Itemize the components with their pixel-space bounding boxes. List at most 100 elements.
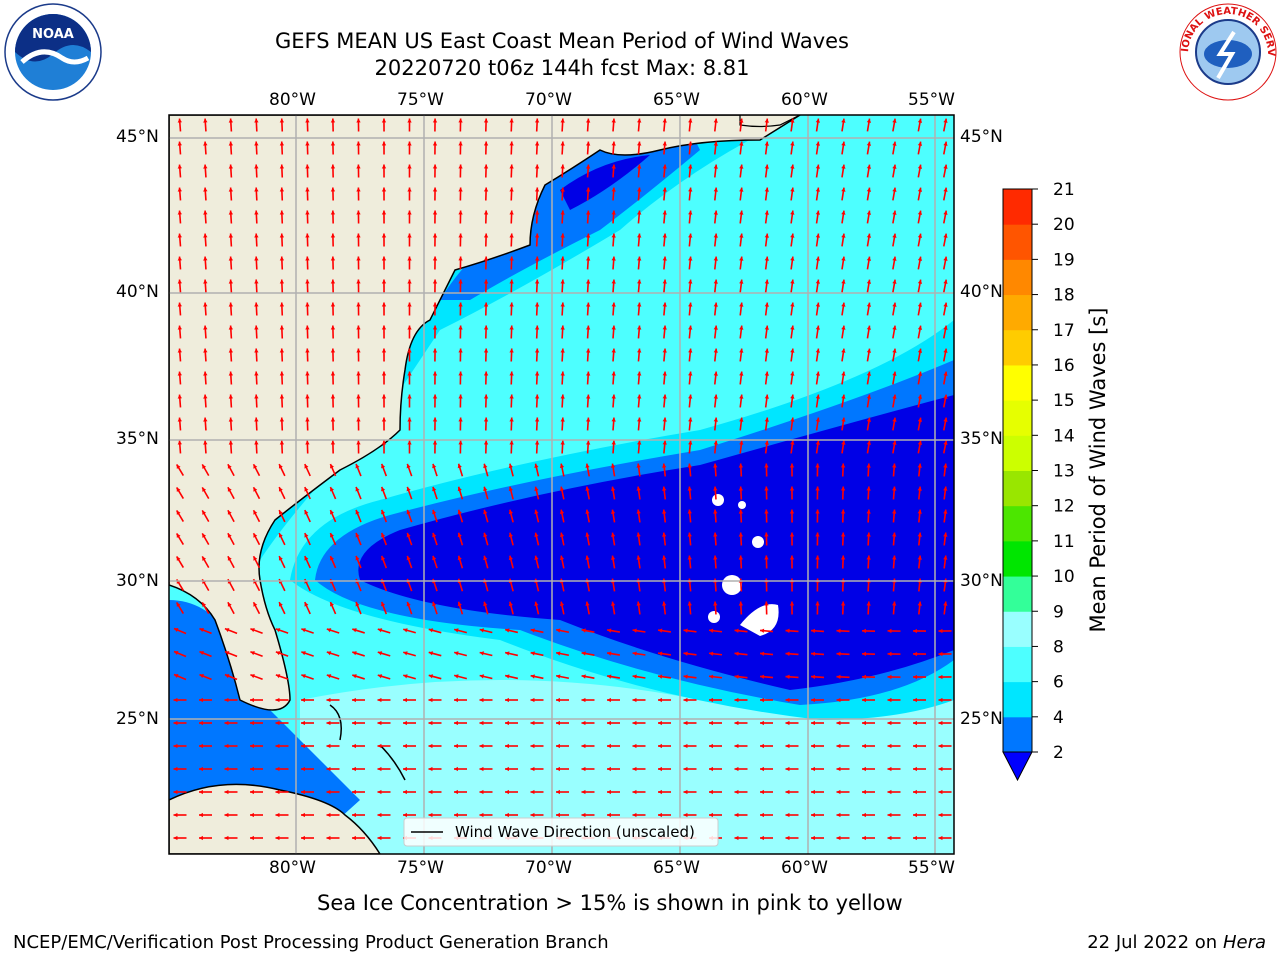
wave-direction-arrowhead	[815, 187, 821, 192]
wave-direction-arrowhead	[177, 279, 182, 284]
wave-direction-arrowhead	[173, 697, 178, 703]
legend-label: Wind Wave Direction (unscaled)	[455, 823, 695, 841]
wave-direction-arrowhead	[734, 628, 739, 633]
wave-direction-arrowhead	[866, 555, 871, 560]
wave-direction-arrowhead	[305, 302, 310, 307]
wave-direction-arrowhead	[815, 394, 821, 399]
wave-direction-arrowhead	[330, 533, 334, 538]
wave-direction-arrowhead	[866, 325, 872, 330]
wave-direction-arrowhead	[585, 463, 590, 468]
wave-direction-arrowhead	[301, 812, 305, 818]
wave-direction-arrowhead	[586, 187, 591, 192]
lat-label-right: 25°N	[960, 709, 1003, 729]
wave-direction-arrowhead	[381, 486, 386, 492]
wave-direction-arrowhead	[556, 651, 561, 656]
wave-direction-arrowhead	[611, 118, 616, 123]
wave-direction-arrowhead	[534, 486, 539, 492]
wave-direction-arrowhead	[330, 187, 336, 192]
wave-direction-arrowhead	[228, 256, 234, 261]
wave-direction-arrowhead	[432, 210, 438, 215]
wave-direction-arrowhead	[764, 348, 769, 353]
wave-direction-arrowhead	[202, 510, 207, 515]
wave-direction-arrowhead	[377, 789, 382, 795]
wave-direction-arrowhead	[662, 463, 667, 468]
wave-direction-arrowhead	[203, 141, 208, 146]
wave-direction-arrowhead	[887, 743, 892, 749]
wave-direction-arrowhead	[760, 743, 764, 749]
wave-direction-arrowhead	[887, 651, 892, 657]
wave-direction-arrowhead	[662, 118, 667, 123]
wave-direction-arrowhead	[203, 440, 208, 445]
wave-direction-arrowhead	[224, 835, 229, 841]
wave-direction-arrowhead	[560, 118, 565, 123]
wave-direction-arrowhead	[407, 302, 412, 307]
wave-direction-arrowhead	[432, 141, 438, 146]
wave-direction-arrowhead	[483, 371, 489, 376]
map-frame	[168, 114, 955, 855]
wave-direction-arrowhead	[938, 651, 943, 657]
wave-direction-arrowhead	[228, 302, 234, 307]
wave-direction-arrowhead	[688, 302, 693, 307]
wave-direction-arrowhead	[943, 325, 948, 330]
wave-direction-arrowhead	[815, 233, 821, 238]
wave-direction-arrowhead	[176, 602, 181, 607]
wave-direction-arrowhead	[458, 187, 463, 192]
wave-direction-arrowhead	[687, 463, 692, 468]
wave-direction-arrowhead	[739, 417, 744, 422]
wave-direction-arrowhead	[428, 743, 433, 749]
wave-direction-arrowhead	[227, 510, 232, 515]
wave-direction-arrowhead	[862, 789, 866, 795]
wave-direction-arrowhead	[611, 233, 616, 238]
wave-direction-arrowhead	[662, 233, 667, 238]
wave-direction-arrowhead	[199, 674, 204, 679]
wave-direction-arrowhead	[581, 720, 586, 726]
wave-direction-arrowhead	[943, 486, 948, 491]
wave-direction-arrowhead	[917, 187, 923, 192]
wave-direction-arrowhead	[458, 440, 463, 445]
wave-direction-arrowhead	[581, 697, 586, 703]
wave-direction-arrowhead	[407, 187, 412, 192]
wave-direction-arrowhead	[454, 628, 459, 633]
wave-direction-arrowhead	[509, 164, 514, 169]
wave-direction-arrowhead	[917, 279, 923, 284]
wave-direction-arrowhead	[658, 720, 662, 726]
wave-direction-arrowhead	[760, 835, 764, 841]
wave-direction-arrowhead	[457, 532, 462, 538]
wave-direction-arrowhead	[632, 743, 637, 749]
wave-direction-arrowhead	[713, 601, 718, 606]
wave-band-2-4-gulf-of-maine	[440, 130, 700, 300]
wave-direction-arrowhead	[764, 486, 769, 491]
wave-direction-arrowhead	[457, 601, 462, 607]
wave-direction-arrowhead	[279, 256, 285, 261]
wave-direction-arrowhead	[177, 371, 182, 376]
wave-direction-arrowhead	[559, 486, 565, 491]
wave-direction-arrowhead	[224, 812, 229, 818]
wave-direction-arrowhead	[917, 371, 923, 376]
wave-direction-arrowhead	[254, 233, 259, 238]
wave-direction-arrowhead	[688, 256, 693, 261]
wave-direction-arrowhead	[892, 532, 897, 537]
wave-direction-arrowhead	[428, 720, 433, 726]
wave-direction-arrowhead	[764, 532, 769, 537]
wave-direction-arrowhead	[381, 417, 387, 422]
wave-direction-arrowhead	[560, 348, 565, 353]
wave-direction-arrowhead	[279, 141, 285, 146]
wave-direction-arrowhead	[483, 141, 489, 146]
wave-direction-arrowhead	[432, 279, 438, 284]
wave-direction-arrowhead	[530, 674, 535, 679]
wave-direction-arrowhead	[688, 164, 693, 169]
wave-direction-arrowhead	[662, 164, 667, 169]
colorbar-tick-label: 16	[1053, 356, 1075, 376]
wave-direction-arrowhead	[607, 766, 611, 772]
wave-direction-arrowhead	[611, 348, 616, 353]
wave-direction-arrowhead	[534, 164, 540, 169]
wave-direction-arrowhead	[815, 532, 820, 537]
wave-direction-arrowhead	[560, 279, 565, 284]
lat-label-right: 30°N	[960, 571, 1003, 591]
wave-direction-arrowhead	[892, 394, 897, 399]
wave-direction-arrowhead	[559, 532, 565, 537]
wave-direction-arrowhead	[738, 463, 744, 468]
wave-direction-arrowhead	[428, 651, 434, 656]
wave-direction-arrowhead	[560, 302, 565, 307]
wave-direction-arrowhead	[586, 118, 591, 123]
